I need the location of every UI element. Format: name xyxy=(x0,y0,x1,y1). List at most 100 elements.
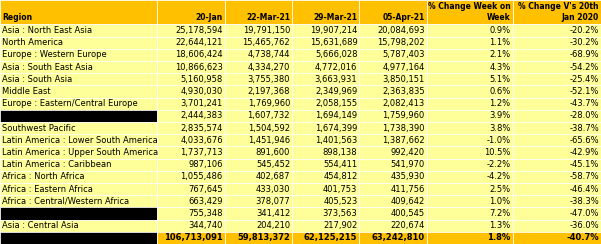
Text: 4.3%: 4.3% xyxy=(489,63,511,71)
Bar xyxy=(157,85,225,98)
Bar xyxy=(0,49,157,61)
Text: 435,930: 435,930 xyxy=(390,173,425,181)
Bar xyxy=(0,110,157,122)
Bar xyxy=(225,207,292,220)
Bar xyxy=(225,134,292,146)
Text: -43.7%: -43.7% xyxy=(569,99,599,108)
Bar xyxy=(427,159,513,171)
Bar xyxy=(513,85,601,98)
Text: 20,084,693: 20,084,693 xyxy=(377,26,425,35)
Bar xyxy=(359,85,427,98)
Bar xyxy=(157,183,225,195)
Bar xyxy=(359,159,427,171)
Text: 1,607,732: 1,607,732 xyxy=(248,112,290,120)
Bar xyxy=(292,85,359,98)
Text: Asia : North East Asia: Asia : North East Asia xyxy=(2,26,92,35)
Bar xyxy=(157,146,225,159)
Bar xyxy=(225,171,292,183)
Bar xyxy=(0,85,157,98)
Bar xyxy=(225,24,292,37)
Text: -38.7%: -38.7% xyxy=(569,124,599,132)
Bar xyxy=(157,61,225,73)
Text: -2.2%: -2.2% xyxy=(487,160,511,169)
Text: -54.2%: -54.2% xyxy=(570,63,599,71)
Text: 4,772,016: 4,772,016 xyxy=(315,63,358,71)
Text: 401,753: 401,753 xyxy=(323,185,358,193)
Text: 554,411: 554,411 xyxy=(323,160,358,169)
Bar xyxy=(0,207,157,220)
Bar xyxy=(513,183,601,195)
Bar xyxy=(225,73,292,85)
Bar xyxy=(0,195,157,207)
Text: 341,412: 341,412 xyxy=(256,209,290,218)
Text: 1.2%: 1.2% xyxy=(490,99,511,108)
Bar xyxy=(427,122,513,134)
Bar xyxy=(157,122,225,134)
Text: -46.4%: -46.4% xyxy=(570,185,599,193)
Text: 4,977,164: 4,977,164 xyxy=(382,63,425,71)
Text: 204,210: 204,210 xyxy=(256,221,290,230)
Bar xyxy=(292,110,359,122)
Text: 1.3%: 1.3% xyxy=(489,221,511,230)
Text: 1.1%: 1.1% xyxy=(490,38,511,47)
Text: 411,756: 411,756 xyxy=(390,185,425,193)
Bar xyxy=(427,207,513,220)
Text: 402,687: 402,687 xyxy=(255,173,290,181)
Text: 898,138: 898,138 xyxy=(323,148,358,157)
Text: 1,759,960: 1,759,960 xyxy=(382,112,425,120)
Text: 405,523: 405,523 xyxy=(323,197,358,206)
Text: 992,420: 992,420 xyxy=(391,148,425,157)
Text: 378,077: 378,077 xyxy=(255,197,290,206)
Bar xyxy=(0,134,157,146)
Text: 19,907,214: 19,907,214 xyxy=(310,26,358,35)
Bar xyxy=(157,110,225,122)
Bar xyxy=(157,49,225,61)
Bar xyxy=(359,220,427,232)
Text: 05-Apr-21: 05-Apr-21 xyxy=(382,13,425,22)
Bar xyxy=(292,49,359,61)
Text: 1.0%: 1.0% xyxy=(490,197,511,206)
Text: 15,631,689: 15,631,689 xyxy=(310,38,358,47)
Bar xyxy=(359,171,427,183)
Bar xyxy=(427,183,513,195)
Bar xyxy=(513,0,601,24)
Text: 59,813,372: 59,813,372 xyxy=(237,234,290,242)
Bar xyxy=(225,37,292,49)
Text: % Change V's 20th: % Change V's 20th xyxy=(519,2,599,11)
Text: 5,666,028: 5,666,028 xyxy=(315,51,358,59)
Text: 987,106: 987,106 xyxy=(188,160,223,169)
Text: 18,606,424: 18,606,424 xyxy=(175,51,223,59)
Text: % Change Week on: % Change Week on xyxy=(428,2,511,11)
Text: 3,755,380: 3,755,380 xyxy=(248,75,290,84)
Text: Africa : North Africa: Africa : North Africa xyxy=(2,173,85,181)
Text: 454,812: 454,812 xyxy=(323,173,358,181)
Bar xyxy=(513,195,601,207)
Bar xyxy=(513,146,601,159)
Text: Asia : South Asia: Asia : South Asia xyxy=(2,75,72,84)
Text: 663,429: 663,429 xyxy=(188,197,223,206)
Text: 19,791,150: 19,791,150 xyxy=(243,26,290,35)
Text: 1.8%: 1.8% xyxy=(487,234,511,242)
Bar xyxy=(427,134,513,146)
Text: 7.2%: 7.2% xyxy=(489,209,511,218)
Bar xyxy=(0,183,157,195)
Text: 1,769,960: 1,769,960 xyxy=(248,99,290,108)
Bar xyxy=(292,146,359,159)
Bar xyxy=(0,220,157,232)
Bar xyxy=(359,73,427,85)
Bar xyxy=(292,24,359,37)
Bar xyxy=(292,0,359,24)
Bar xyxy=(513,159,601,171)
Bar xyxy=(157,134,225,146)
Text: -40.7%: -40.7% xyxy=(566,234,599,242)
Bar xyxy=(359,134,427,146)
Bar xyxy=(359,61,427,73)
Text: 4,033,676: 4,033,676 xyxy=(180,136,223,145)
Text: 2,197,368: 2,197,368 xyxy=(248,87,290,96)
Bar xyxy=(427,98,513,110)
Bar xyxy=(292,220,359,232)
Text: -36.0%: -36.0% xyxy=(569,221,599,230)
Text: 2,363,835: 2,363,835 xyxy=(382,87,425,96)
Bar xyxy=(292,159,359,171)
Text: 1,401,563: 1,401,563 xyxy=(315,136,358,145)
